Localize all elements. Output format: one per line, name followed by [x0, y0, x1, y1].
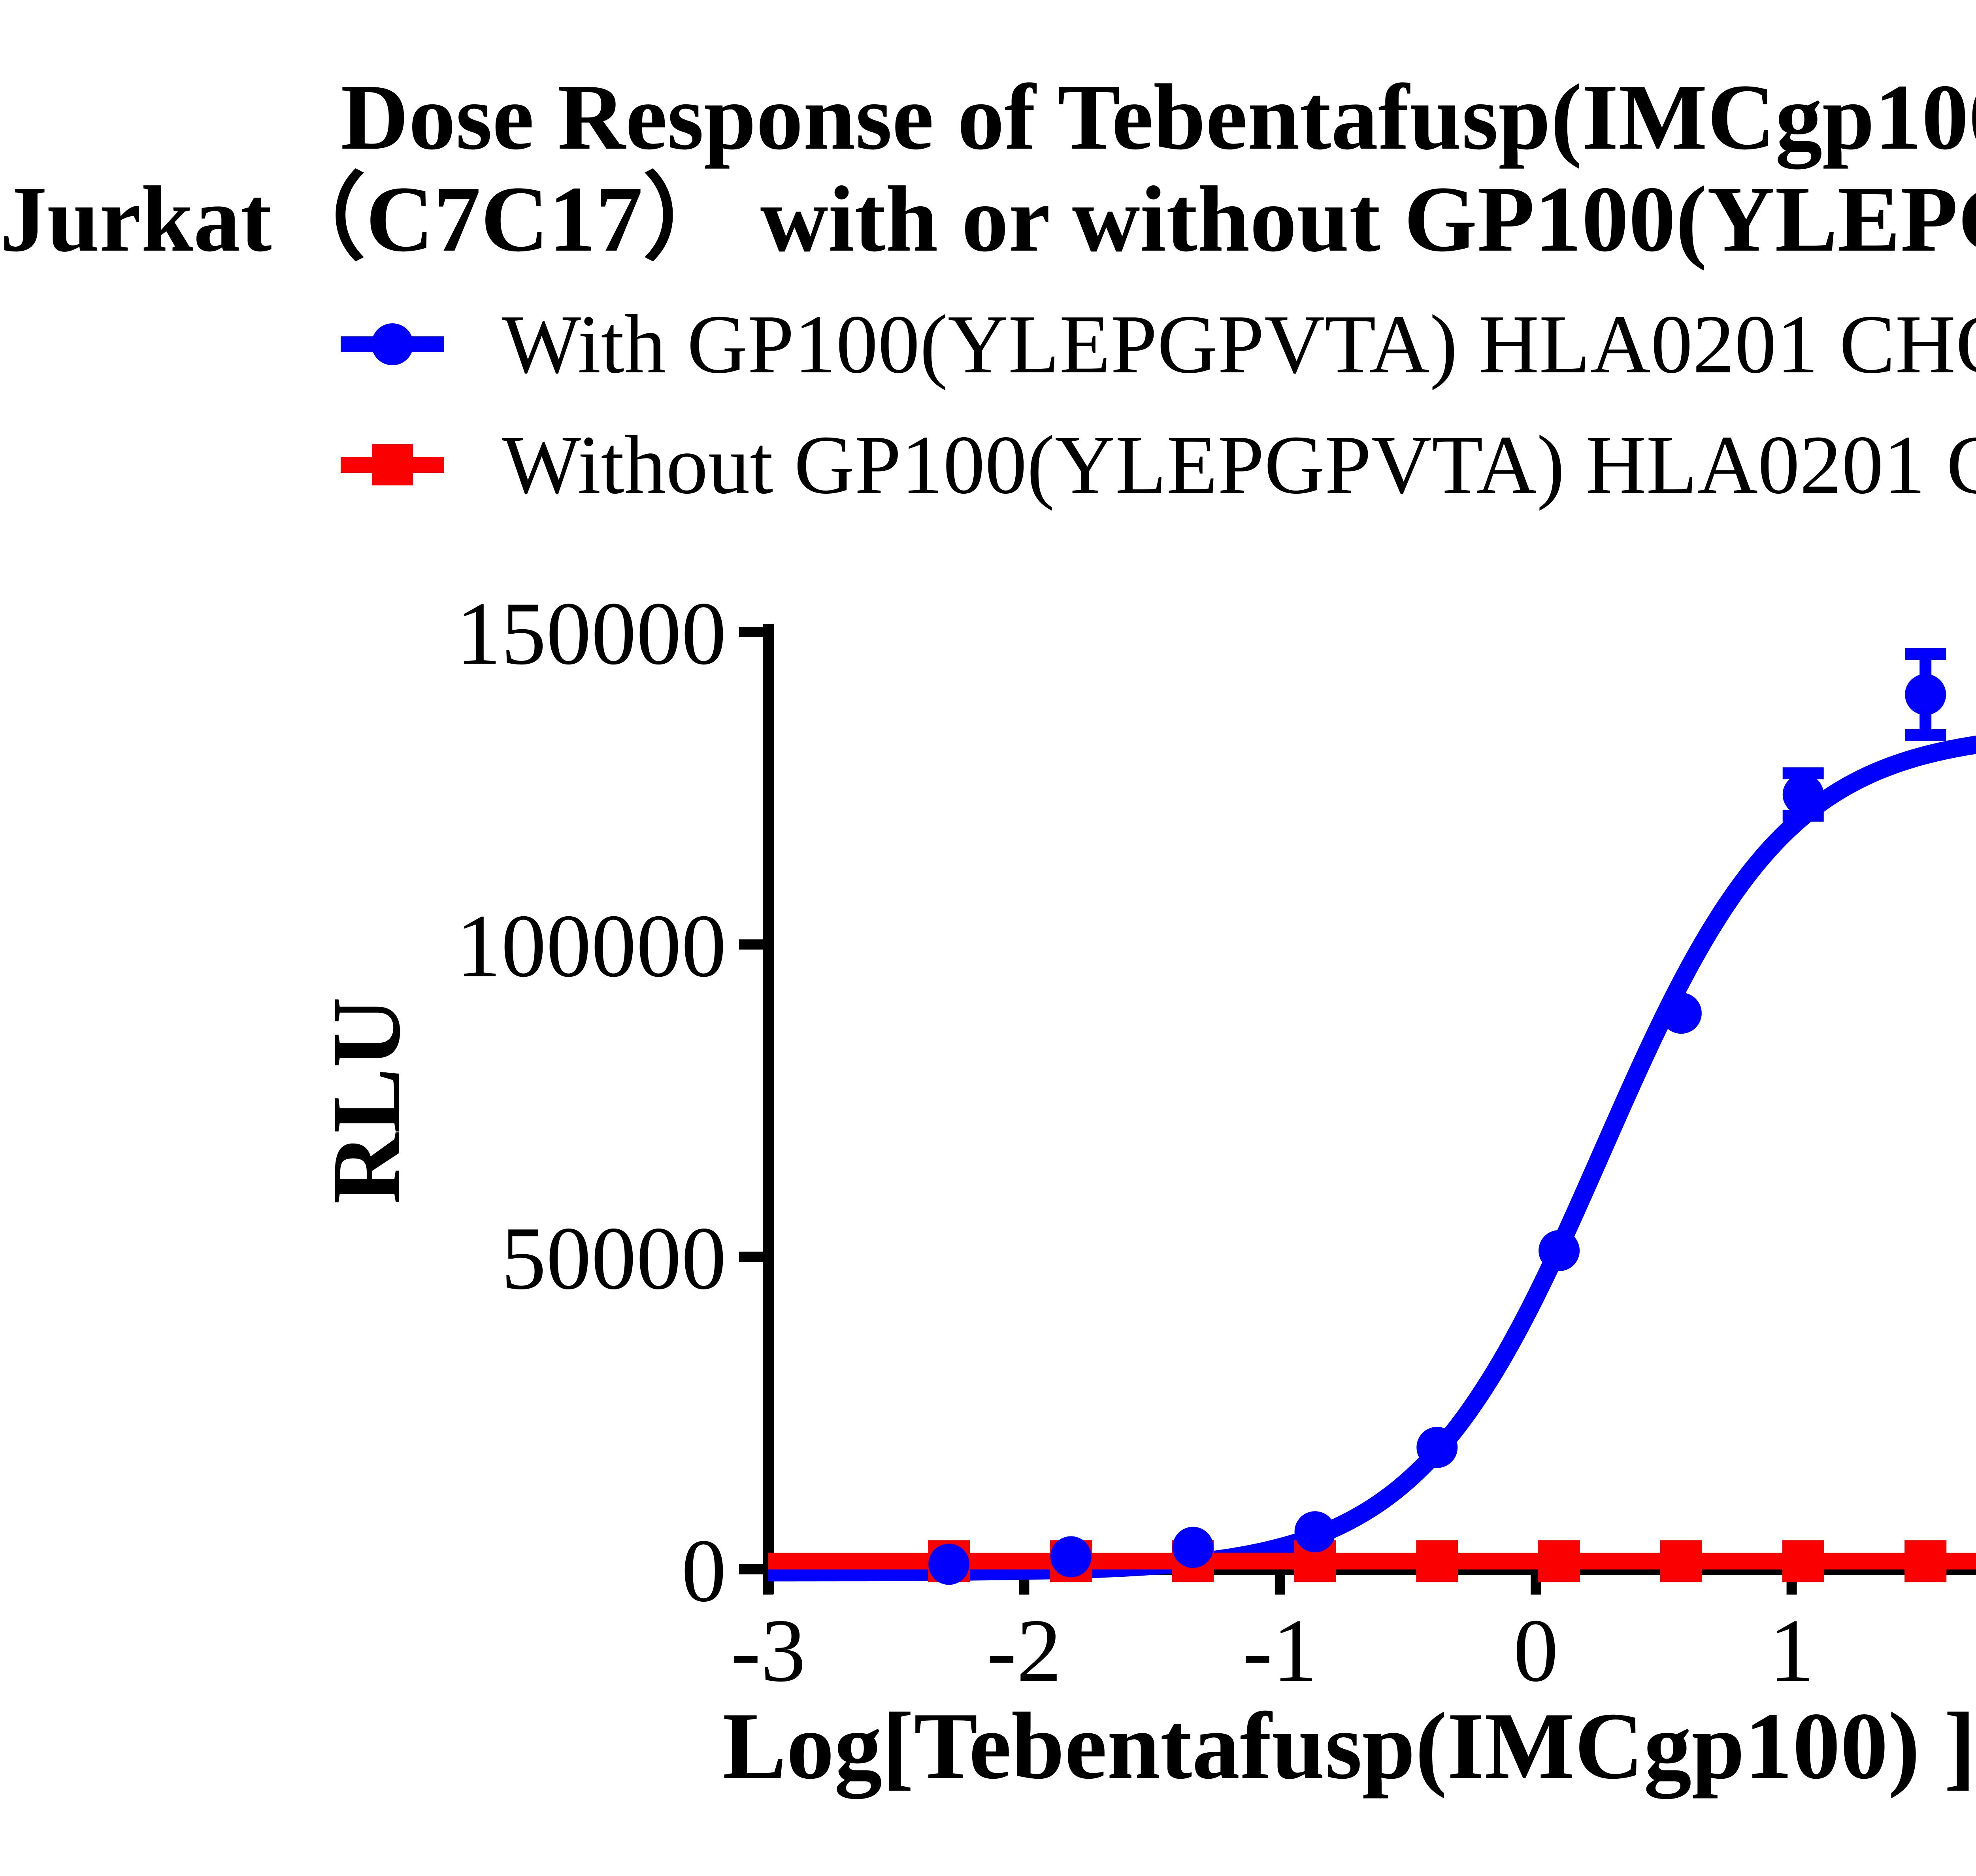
y-tick-label: 100000 [456, 896, 726, 996]
red-square-marker [1904, 1540, 1947, 1582]
blue-dose-response-curve [764, 735, 1976, 1582]
y-axis-title: RLU [312, 997, 420, 1204]
blue-point-marker [1782, 774, 1824, 815]
legend-marker-with-gp100 [341, 293, 444, 396]
chart-title-line2: Jurkat（C7C17） with or without GP100(YLEP… [0, 167, 1976, 271]
x-tick-label: 0 [1513, 1601, 1558, 1700]
blue-point-marker [1905, 674, 1946, 715]
red-square-marker [1660, 1540, 1702, 1582]
x-tick-label: -1 [1243, 1601, 1318, 1700]
x-tick-label: -3 [731, 1601, 806, 1700]
y-tick-label: 150000 [456, 584, 726, 683]
legend-label-with-gp100: With GP100(YLEPGPVTA) HLA0201 CHO, EC50 … [502, 298, 1976, 391]
x-axis-title: Log[Tebentafusp(IMCgp100) ] ng/ml [722, 1693, 1976, 1799]
blue-point-marker [1539, 1230, 1580, 1271]
y-tick-label: 0 [681, 1521, 726, 1621]
legend-item-without-gp100: Without GP100(YLEPGPVTA) HLA0201 CHO, EC… [341, 413, 1976, 516]
red-square-marker [1782, 1540, 1824, 1582]
x-tick-label: -2 [986, 1601, 1062, 1700]
legend-label-without-gp100: Without GP100(YLEPGPVTA) HLA0201 CHO, EC… [502, 418, 1976, 511]
red-square-marker [1416, 1540, 1458, 1582]
y-tick-label: 50000 [501, 1209, 726, 1308]
legend-item-with-gp100: With GP100(YLEPGPVTA) HLA0201 CHO, EC50 … [341, 293, 1976, 396]
blue-point-marker [928, 1544, 970, 1585]
blue-point-marker [1294, 1511, 1336, 1553]
blue-point-marker [1416, 1427, 1458, 1468]
chart-title-line1: Dose Response of Tebentafusp(IMCgp100) i… [341, 65, 1976, 169]
chart-title: Dose Response of Tebentafusp(IMCgp100) i… [0, 66, 1976, 270]
x-tick-label: 1 [1769, 1601, 1814, 1700]
blue-point-marker [1050, 1536, 1092, 1578]
red-square-icon [372, 444, 413, 485]
blue-point-marker [1660, 993, 1702, 1034]
blue-circle-icon [371, 323, 413, 365]
blue-point-marker [1172, 1527, 1214, 1568]
legend-marker-without-gp100 [341, 413, 444, 516]
red-square-marker [1538, 1540, 1580, 1582]
